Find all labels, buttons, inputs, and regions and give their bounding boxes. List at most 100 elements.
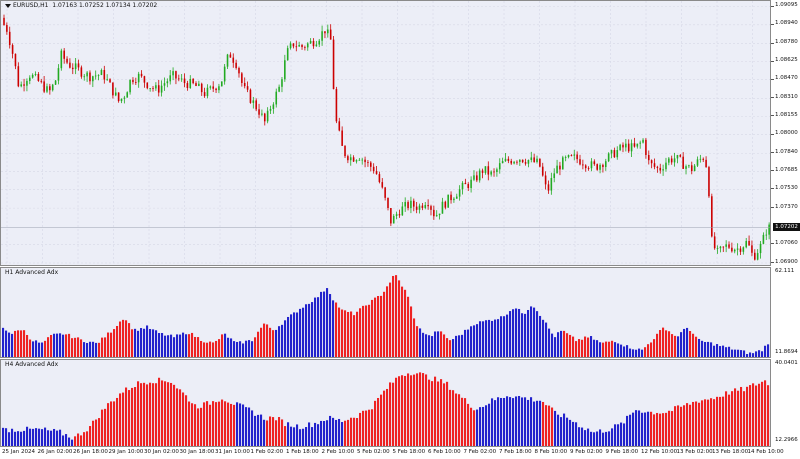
time-tick-label: 14 Feb 10:00: [747, 449, 784, 455]
candle-body: [172, 71, 174, 76]
adx-bar: [740, 350, 743, 357]
candle-body: [699, 158, 702, 160]
candle-body: [613, 150, 616, 158]
adx-bar: [242, 404, 245, 446]
adx-bar: [584, 336, 587, 357]
candle-body: [584, 165, 587, 169]
candle-body: [255, 100, 257, 110]
candle-body: [140, 73, 143, 77]
adx-bar: [425, 334, 428, 357]
dropdown-triangle-icon[interactable]: [5, 3, 11, 8]
adx-bar: [467, 329, 470, 357]
adx-bar: [533, 307, 536, 357]
adx-bar: [14, 431, 17, 446]
adx-bar: [374, 297, 377, 357]
candle-body: [656, 166, 659, 168]
adx-bar: [131, 329, 134, 357]
candle-body: [630, 143, 633, 152]
adx-bar: [725, 347, 728, 357]
adx-bar: [461, 334, 464, 357]
candle-body: [590, 161, 593, 169]
price-chart-pane[interactable]: EURUSD,H1 1.07163 1.07252 1.07134 1.0720…: [0, 0, 771, 266]
adx-bar: [536, 400, 539, 446]
candle-body: [559, 165, 561, 170]
time-tick-label: 1 Feb 18:00: [286, 449, 319, 455]
adx-bar: [272, 417, 275, 446]
adx-bar: [458, 335, 461, 357]
adx-bar: [164, 335, 167, 357]
adx-bar: [401, 286, 404, 357]
candle-body: [725, 244, 727, 247]
candle-body: [8, 31, 11, 46]
candle-body: [77, 63, 80, 68]
adx-bar: [356, 418, 359, 446]
candle-body: [100, 69, 103, 75]
adx-bar: [347, 419, 350, 446]
adx-bar: [95, 342, 98, 357]
candle-body: [487, 166, 490, 175]
candle-body: [143, 76, 146, 83]
adx-bar: [686, 327, 689, 357]
adx-bar: [695, 401, 698, 446]
adx-bar: [101, 337, 104, 357]
adx-bar: [521, 313, 524, 357]
candle-body: [593, 161, 596, 165]
candle-body: [516, 161, 518, 163]
adx-bar: [380, 295, 383, 357]
adx-bar: [266, 324, 269, 357]
adx-bar: [452, 339, 455, 357]
candle-body: [261, 113, 263, 115]
time-axis[interactable]: 25 Jan 2024 26 Jan 02:00 26 Jan 18:00 29 Ja…: [0, 447, 800, 459]
adx-bar: [659, 330, 662, 357]
adx-bar: [302, 307, 305, 357]
adx-bar: [317, 297, 320, 357]
adx-bar: [62, 435, 65, 446]
adx-bar: [569, 419, 572, 446]
price-scale[interactable]: 1.09095 1.08940 1.08780 1.08625 1.08470 1.083…: [771, 0, 800, 266]
adx-bar: [56, 430, 59, 446]
adx-bar: [575, 341, 578, 357]
candle-body: [736, 248, 739, 250]
time-tick-label: 13 Feb 18:00: [712, 449, 749, 455]
adx-bar: [404, 289, 407, 357]
candle-body: [295, 46, 298, 48]
time-tick-label: 13 Feb 02:00: [676, 449, 713, 455]
candle-body: [361, 159, 364, 161]
h4-adx-pane[interactable]: H4 Advanced Adx: [0, 359, 771, 447]
candle-body: [286, 48, 289, 61]
adx-bar: [596, 340, 599, 357]
adx-bar: [485, 405, 488, 446]
candle-body: [659, 167, 662, 171]
candle-body: [662, 169, 664, 171]
adx-bar: [752, 353, 755, 357]
candle-body: [476, 175, 478, 181]
adx-bar: [284, 320, 287, 357]
adx-bar: [626, 345, 629, 357]
adx-bar: [308, 422, 311, 446]
adx-bar: [326, 420, 329, 446]
adx-bar: [578, 427, 581, 446]
adx-bar: [353, 315, 356, 357]
adx-bar: [8, 432, 11, 446]
adx-bar: [446, 381, 449, 446]
adx-bar: [752, 383, 755, 446]
candle-body: [183, 78, 186, 84]
candle-body: [20, 84, 22, 87]
candle-body: [642, 139, 644, 143]
adx-bar: [344, 420, 347, 446]
candle-body: [745, 240, 748, 248]
candle-body: [381, 182, 384, 188]
adx-bar: [407, 373, 410, 446]
candle-body: [206, 87, 209, 97]
candle-body: [31, 74, 34, 78]
candle-body: [137, 73, 140, 83]
h1-adx-pane[interactable]: H1 Advanced Adx: [0, 267, 771, 358]
candle-body: [713, 236, 716, 249]
adx-bar: [728, 346, 731, 357]
h4-scale-top: 40.0401: [775, 360, 798, 366]
adx-bar: [368, 304, 371, 357]
adx-bar: [710, 342, 713, 357]
adx-bar: [686, 403, 689, 446]
adx-bar: [203, 402, 206, 446]
candlestick-chart[interactable]: [1, 1, 771, 266]
